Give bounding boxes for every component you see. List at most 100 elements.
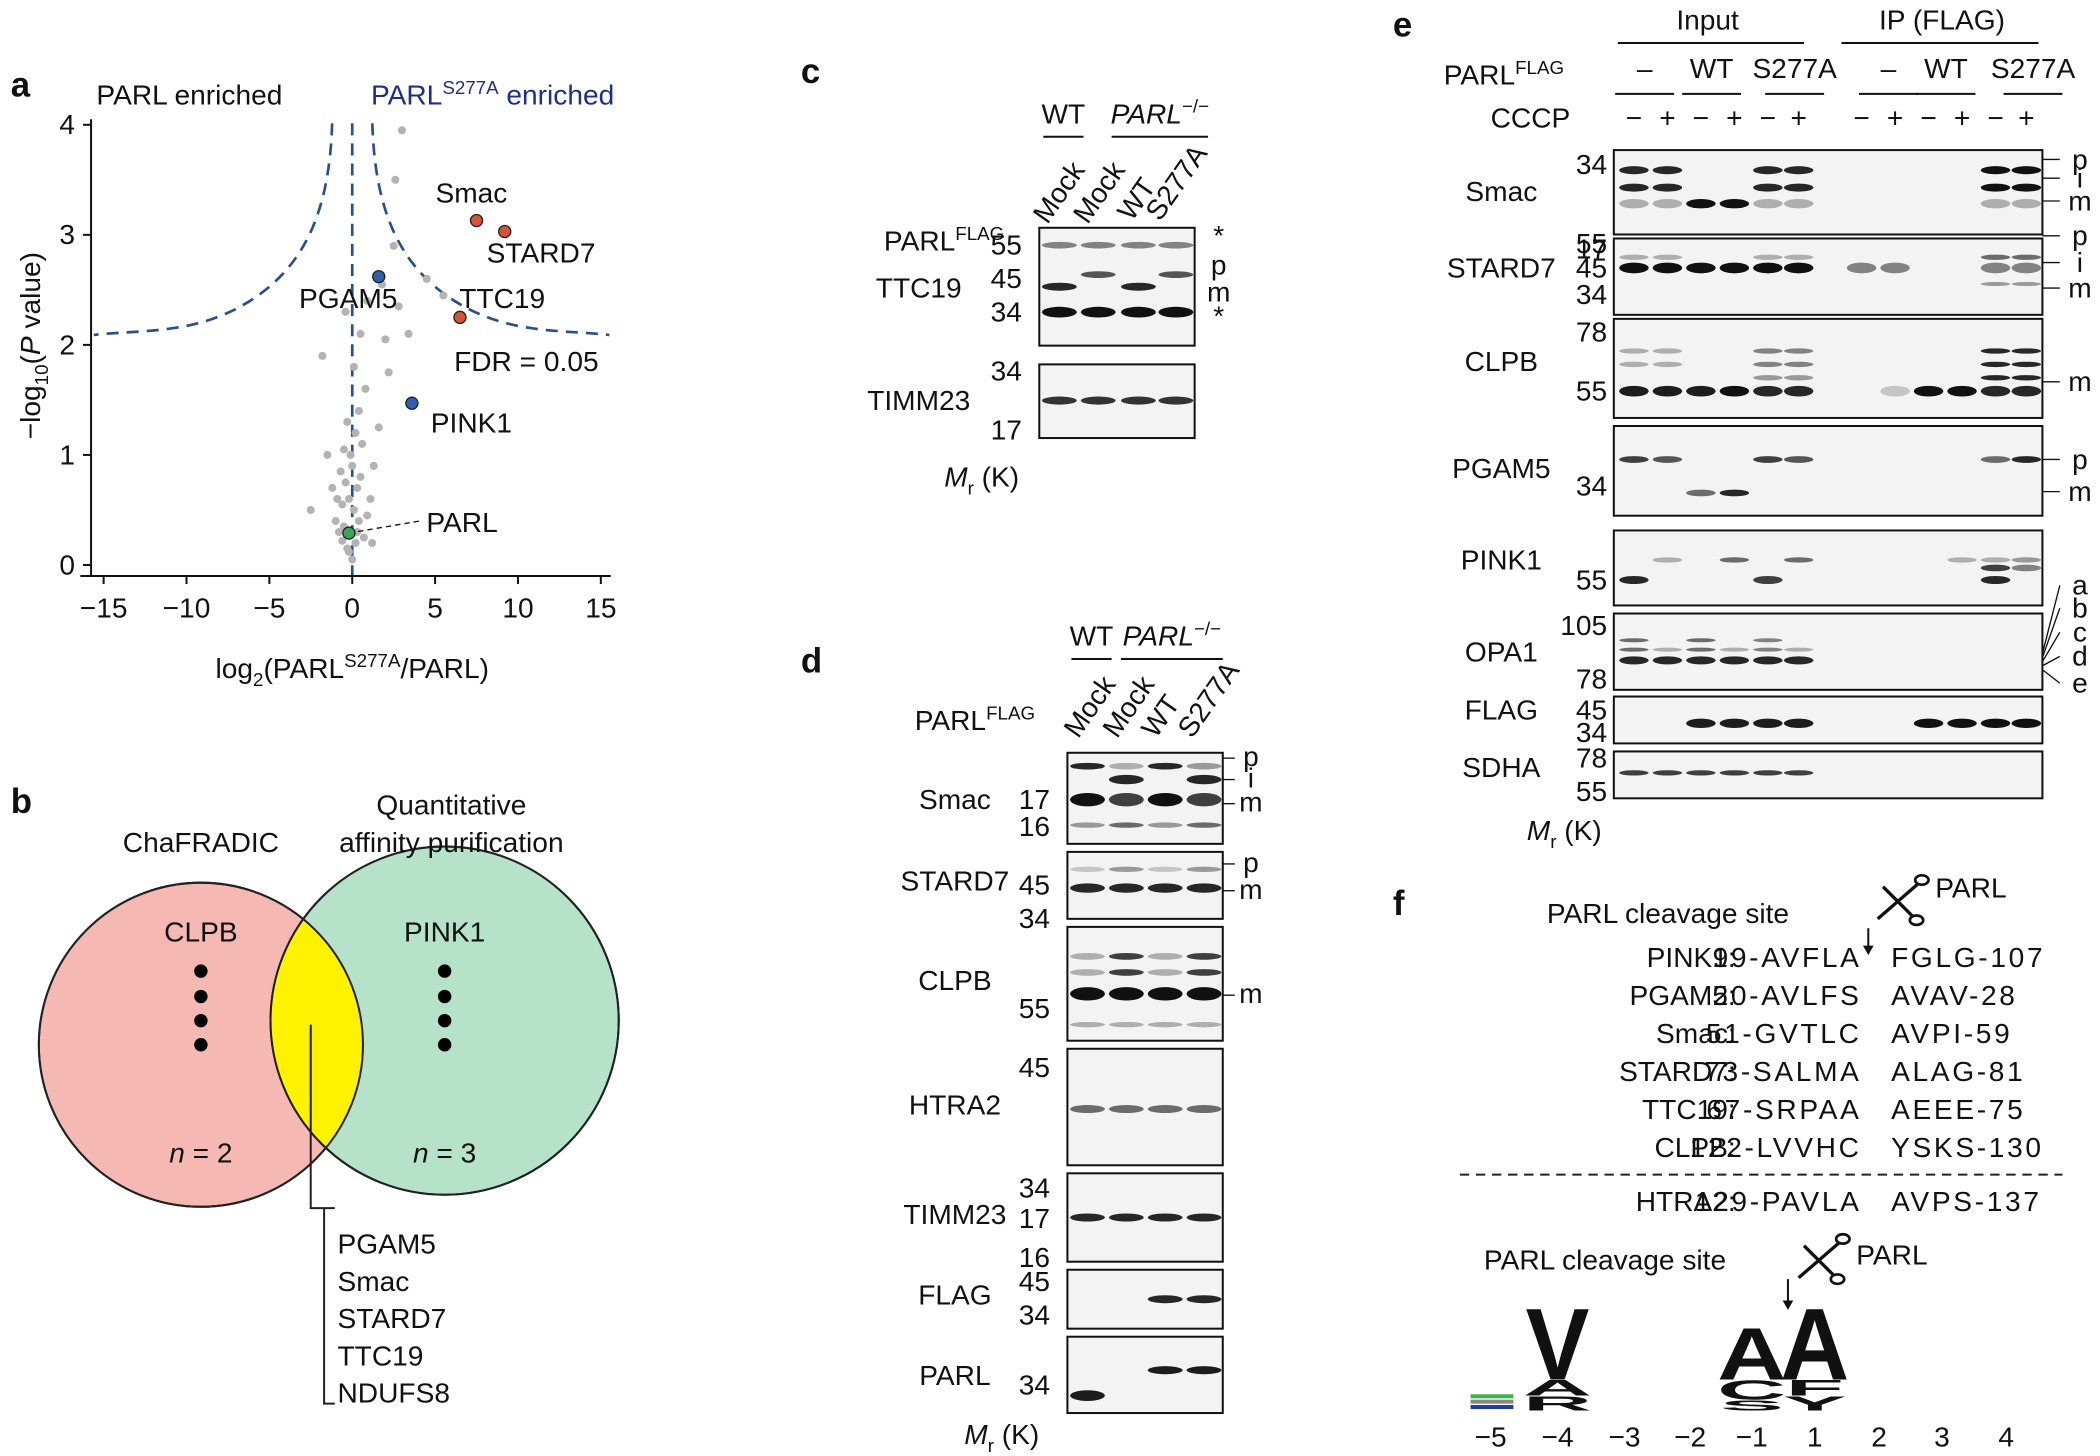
band [2011, 564, 2042, 572]
arrow-head [1862, 945, 1874, 956]
point [389, 241, 398, 250]
leader [348, 520, 420, 534]
band [1783, 262, 1814, 274]
dot [437, 1038, 452, 1052]
point [338, 500, 347, 509]
band [2011, 166, 2042, 175]
band [1147, 987, 1183, 1001]
band [1719, 770, 1750, 776]
band [1070, 1390, 1105, 1401]
band [2011, 456, 2042, 463]
band [1783, 557, 1814, 563]
band [1120, 241, 1156, 249]
band [1041, 396, 1077, 405]
protein-label: TTC19 [876, 272, 962, 303]
label: PARLFLAG [1444, 57, 1564, 91]
band-label: i [2077, 247, 2083, 278]
band [1041, 282, 1077, 291]
band [1719, 647, 1750, 652]
sequence: 20-AVLFS [1713, 980, 1862, 1011]
point [422, 274, 431, 283]
label-part: log [215, 653, 253, 684]
band [1186, 953, 1222, 960]
band [1783, 656, 1814, 665]
label: PARL−/− [1111, 96, 1210, 130]
logo-stripe [1470, 1405, 1514, 1410]
sequence: AVAV-28 [1891, 980, 2018, 1011]
label-part: = 3 [429, 1138, 477, 1169]
sequence: YSKS-130 [1891, 1132, 2044, 1163]
protein-label: STARD7 [900, 866, 1009, 897]
band-tick [2042, 669, 2061, 684]
construct-label: WT [1690, 53, 1734, 84]
blot [1066, 1335, 1224, 1415]
band [1980, 564, 2011, 572]
blot [1612, 149, 2044, 236]
point [341, 478, 350, 487]
band [1753, 198, 1783, 209]
marker-label: 78 [1576, 743, 1607, 774]
band [1783, 385, 1814, 397]
label-part: 2 [253, 669, 263, 690]
threshold-label: FDR = 0.05 [454, 346, 599, 377]
panel-label: a [11, 66, 31, 105]
logo-letter: V [1526, 1287, 1590, 1402]
label: PARL−/− [1123, 618, 1222, 652]
band [1619, 656, 1649, 665]
point [366, 494, 375, 503]
band [1652, 656, 1683, 665]
band [1186, 762, 1222, 770]
band [1070, 883, 1105, 893]
protein-label: Smac: [1656, 1018, 1736, 1049]
point [363, 296, 372, 305]
band-label: c [2073, 617, 2087, 648]
band [1753, 262, 1783, 274]
protein-label: OPA1 [1465, 637, 1538, 668]
band [1880, 385, 1910, 397]
band [1980, 456, 2011, 463]
point [361, 384, 370, 393]
band [1686, 638, 1716, 643]
protein-label: PINK1 [1461, 544, 1542, 575]
band [1980, 348, 2011, 354]
band [1980, 718, 2011, 728]
construct-label: WT [1924, 53, 1968, 84]
band [1120, 396, 1156, 405]
group-label: Input [1676, 5, 1739, 36]
marker-label: 45 [1576, 252, 1607, 283]
marker-label: 34 [1576, 471, 1607, 502]
band [1753, 647, 1783, 652]
sequence: 129-PAVLA [1695, 1186, 1862, 1217]
point [323, 450, 332, 459]
logo-letter: A [1780, 1287, 1849, 1402]
label: Mr (K) [944, 461, 1019, 498]
label-part: n [169, 1138, 185, 1169]
band [1652, 183, 1683, 192]
highlight-point [372, 269, 386, 284]
band [1108, 969, 1144, 976]
marker-label: 34 [991, 355, 1022, 386]
band [1753, 456, 1783, 463]
band [1147, 953, 1183, 960]
band-label: p [2072, 220, 2088, 251]
band [1619, 647, 1649, 652]
band [1070, 1105, 1105, 1114]
label: n = 2 [169, 1138, 232, 1169]
band [1652, 361, 1683, 368]
label: n = 3 [413, 1138, 476, 1169]
site-label: PARL cleavage site [1547, 898, 1789, 929]
band [1080, 271, 1116, 278]
list-item: STARD7 [338, 1303, 447, 1334]
sequence: AVPI-59 [1891, 1018, 2012, 1049]
band [1753, 166, 1783, 175]
band-label: m [1239, 787, 1262, 818]
treatment-sign: − [1626, 102, 1642, 133]
protein-label: PGAM5 [1452, 453, 1550, 484]
scissors-handle [1834, 1232, 1851, 1245]
band [1619, 166, 1649, 175]
band [1619, 348, 1649, 354]
band [1147, 792, 1183, 807]
band-label: p [2072, 144, 2088, 175]
point-label: TTC19 [459, 283, 545, 314]
band [1783, 348, 1814, 354]
